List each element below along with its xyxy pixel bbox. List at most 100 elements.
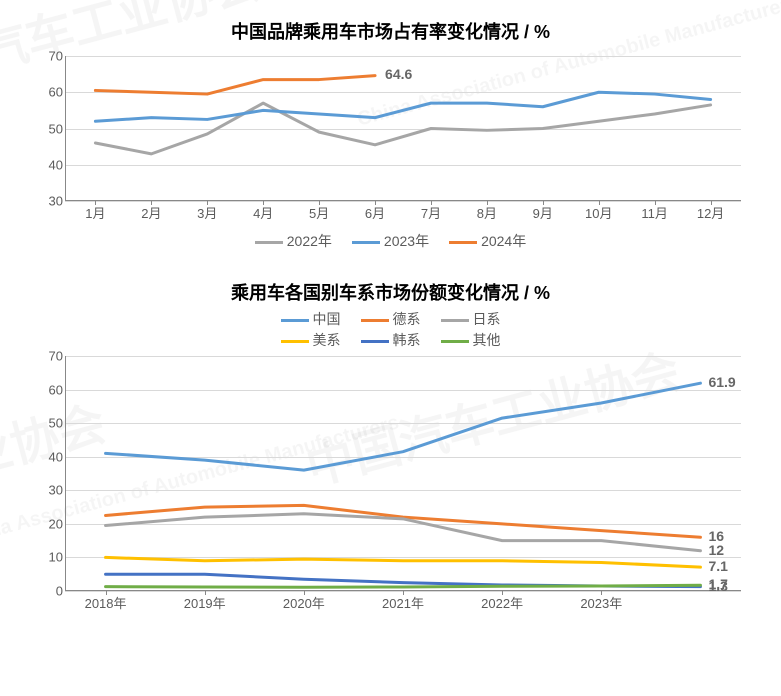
- chart1-plot: 3040506070 1月2月3月4月5月6月7月8月9月10月11月12月 6…: [65, 56, 741, 201]
- legend-swatch: [255, 241, 283, 244]
- x-tick-mark: [207, 200, 208, 205]
- x-tick-mark: [263, 200, 264, 205]
- x-tick-mark: [487, 200, 488, 205]
- x-tick-label: 7月: [421, 203, 441, 222]
- x-tick-mark: [95, 200, 96, 205]
- y-tick-label: 60: [35, 382, 63, 397]
- chart2-x-axis: 2018年 2019年 2020年 2021年 2022年 2023年: [65, 593, 741, 613]
- x-tick-label: 2019年: [184, 593, 226, 612]
- x-tick-label: 2023年: [580, 593, 622, 612]
- legend-label: 日系: [473, 311, 501, 327]
- y-tick-label: 30: [35, 194, 63, 209]
- x-tick-label: 11月: [641, 203, 668, 222]
- x-tick-label: 9月: [533, 203, 553, 222]
- x-tick-label: 12月: [697, 203, 724, 222]
- x-tick-label: 8月: [477, 203, 497, 222]
- y-tick-label: 70: [35, 349, 63, 364]
- series-line: [106, 505, 701, 537]
- x-tick-label: 5月: [309, 203, 329, 222]
- legend-swatch: [281, 319, 309, 322]
- chart1-x-axis: 1月 2月 3月 4月 5月 6月 7月 8月 9月 10月 11月 12月: [65, 203, 741, 223]
- legend-swatch: [361, 319, 389, 322]
- chart1-y-axis: 3040506070: [35, 56, 63, 201]
- chart2-legend: 中国 德系 日系美系 韩系 其他: [0, 309, 781, 350]
- x-tick-label: 2022年: [481, 593, 523, 612]
- series-end-label: 7.1: [708, 558, 727, 574]
- chart1-title: 中国品牌乘用车市场占有率变化情况 / %: [0, 18, 781, 44]
- legend-label: 2022年: [287, 233, 332, 249]
- x-tick-label: 4月: [253, 203, 273, 222]
- legend-item: 韩系: [361, 330, 421, 350]
- legend-label: 中国: [313, 311, 341, 327]
- x-tick-mark: [543, 200, 544, 205]
- legend-swatch: [281, 340, 309, 343]
- x-tick-mark: [151, 200, 152, 205]
- x-tick-label: 2020年: [283, 593, 325, 612]
- x-tick-mark: [205, 590, 206, 595]
- legend-item: 其他: [441, 330, 501, 350]
- legend-item: 2022年: [255, 231, 332, 251]
- legend-label: 美系: [313, 332, 341, 348]
- x-tick-mark: [403, 590, 404, 595]
- y-tick-label: 60: [35, 85, 63, 100]
- x-tick-mark: [304, 590, 305, 595]
- x-tick-mark: [319, 200, 320, 205]
- y-tick-label: 50: [35, 121, 63, 136]
- series-end-label: 1.7: [708, 576, 727, 592]
- legend-label: 2023年: [384, 233, 429, 249]
- legend-swatch: [449, 241, 477, 244]
- legend-label: 2024年: [481, 233, 526, 249]
- y-tick-label: 10: [35, 550, 63, 565]
- x-tick-mark: [106, 590, 107, 595]
- x-tick-mark: [431, 200, 432, 205]
- legend-item: 日系: [441, 309, 501, 329]
- legend-item: 2024年: [449, 231, 526, 251]
- legend-swatch: [352, 241, 380, 244]
- x-tick-label: 6月: [365, 203, 385, 222]
- x-tick-label: 1月: [85, 203, 105, 222]
- series-line: [106, 557, 701, 567]
- chart2-y-axis: 010203040506070: [35, 356, 63, 591]
- legend-item: 德系: [361, 309, 421, 329]
- chart2-plot: 010203040506070 2018年2019年2020年2021年2022…: [65, 356, 741, 591]
- legend-swatch: [441, 319, 469, 322]
- x-tick-label: 2018年: [85, 593, 127, 612]
- legend-item: 中国: [281, 309, 341, 329]
- y-tick-label: 40: [35, 449, 63, 464]
- series-end-label: 64.6: [385, 66, 412, 82]
- series-line: [106, 585, 701, 587]
- x-tick-label: 2月: [141, 203, 161, 222]
- chart2-lines: [65, 356, 741, 591]
- x-tick-label: 10月: [585, 203, 612, 222]
- x-tick-mark: [375, 200, 376, 205]
- legend-swatch: [441, 340, 469, 343]
- x-tick-mark: [601, 590, 602, 595]
- x-tick-mark: [599, 200, 600, 205]
- legend-item: 2023年: [352, 231, 429, 251]
- y-tick-label: 50: [35, 416, 63, 431]
- chart1-legend: 2022年 2023年 2024年: [0, 231, 781, 251]
- x-tick-mark: [502, 590, 503, 595]
- y-tick-label: 0: [35, 584, 63, 599]
- x-tick-mark: [655, 200, 656, 205]
- series-line: [95, 92, 710, 121]
- legend-label: 韩系: [393, 332, 421, 348]
- legend-label: 德系: [393, 311, 421, 327]
- series-end-label: 12: [708, 542, 724, 558]
- y-tick-label: 20: [35, 516, 63, 531]
- y-tick-label: 70: [35, 49, 63, 64]
- legend-swatch: [361, 340, 389, 343]
- series-line: [106, 383, 701, 470]
- x-tick-label: 3月: [197, 203, 217, 222]
- chart1-container: 中国品牌乘用车市场占有率变化情况 / % 3040506070 1月2月3月4月…: [0, 0, 781, 251]
- y-tick-label: 40: [35, 157, 63, 172]
- chart2-title: 乘用车各国别车系市场份额变化情况 / %: [0, 279, 781, 305]
- series-line: [95, 76, 375, 94]
- y-tick-label: 30: [35, 483, 63, 498]
- legend-label: 其他: [473, 332, 501, 348]
- x-tick-label: 2021年: [382, 593, 424, 612]
- gridline: [65, 201, 741, 202]
- legend-item: 美系: [281, 330, 341, 350]
- x-tick-mark: [711, 200, 712, 205]
- series-end-label: 61.9: [708, 374, 735, 390]
